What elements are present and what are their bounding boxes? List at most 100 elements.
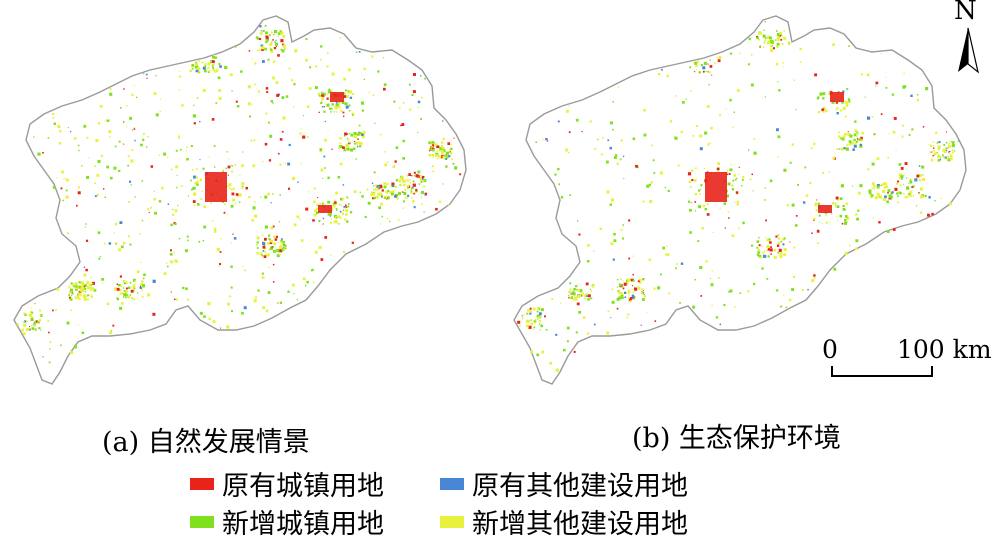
landuse-patch — [890, 195, 893, 199]
landuse-patch — [186, 235, 189, 238]
landuse-patch — [811, 279, 815, 283]
landuse-patch — [83, 273, 87, 277]
landuse-patch — [105, 119, 107, 122]
landuse-patch — [119, 306, 123, 310]
landuse-patch — [218, 63, 221, 65]
landuse-patch — [825, 214, 828, 217]
landuse-patch — [159, 110, 161, 113]
landuse-patch — [170, 260, 174, 264]
landuse-patch — [834, 206, 836, 208]
landuse-patch — [354, 143, 356, 145]
landuse-patch — [81, 331, 85, 334]
landuse-patch — [78, 149, 80, 152]
landuse-patch — [623, 178, 625, 180]
landuse-patch — [142, 284, 145, 287]
landuse-patch — [346, 197, 349, 200]
landuse-patch — [214, 166, 216, 168]
landuse-patch — [319, 202, 322, 205]
landuse-patch — [235, 193, 239, 196]
landuse-patch — [807, 288, 809, 291]
landuse-patch — [948, 151, 950, 153]
landuse-patch — [327, 176, 330, 179]
landuse-patch — [321, 178, 323, 179]
landuse-patch — [612, 258, 615, 261]
landuse-patch — [266, 253, 270, 257]
landuse-patch — [773, 40, 775, 42]
landuse-patch — [84, 295, 88, 298]
landuse-patch — [211, 220, 214, 222]
landuse-patch — [226, 325, 230, 329]
landuse-patch — [204, 63, 207, 66]
landuse-patch — [123, 290, 126, 292]
landuse-patch — [278, 221, 281, 223]
landuse-patch — [42, 356, 44, 358]
landuse-patch — [256, 252, 259, 255]
landuse-patch — [602, 137, 604, 139]
landuse-patch — [905, 195, 908, 198]
landuse-patch — [338, 223, 340, 225]
landuse-patch — [899, 191, 902, 195]
landuse-patch — [261, 46, 265, 50]
landuse-patch — [90, 286, 93, 290]
landuse-patch — [448, 149, 451, 152]
landuse-patch — [438, 146, 440, 148]
landuse-patch — [207, 71, 210, 73]
landuse-patch — [554, 173, 557, 176]
landuse-patch — [847, 132, 851, 136]
landuse-patch — [384, 151, 386, 153]
landuse-patch — [379, 186, 382, 189]
landuse-patch — [40, 314, 43, 317]
landuse-patch — [103, 242, 106, 245]
landuse-patch — [133, 289, 136, 292]
landuse-patch — [85, 268, 88, 272]
landuse-patch — [710, 126, 713, 130]
landuse-patch — [86, 175, 90, 179]
landuse-patch — [611, 300, 615, 304]
landuse-patch — [275, 39, 277, 41]
landuse-patch — [73, 137, 77, 140]
landuse-patch — [831, 213, 833, 215]
landuse-patch — [918, 173, 922, 177]
landuse-patch — [842, 135, 846, 139]
landuse-patch — [260, 44, 264, 48]
landuse-patch — [302, 135, 306, 139]
landuse-patch — [275, 81, 279, 84]
landuse-patch — [281, 243, 284, 246]
landuse-patch — [615, 154, 618, 157]
landuse-patch — [39, 314, 41, 317]
landuse-patch — [305, 207, 309, 211]
landuse-patch — [49, 348, 51, 350]
landuse-patch — [329, 221, 332, 224]
landuse-patch — [232, 198, 235, 202]
landuse-patch — [396, 197, 399, 200]
landuse-patch — [576, 302, 580, 306]
landuse-patch — [380, 202, 383, 206]
scale-start-label: 0 — [822, 335, 838, 364]
landuse-patch — [875, 50, 877, 52]
landuse-patch — [882, 189, 886, 194]
landuse-patch — [856, 138, 859, 140]
landuse-patch — [432, 165, 434, 168]
landuse-patch — [632, 296, 635, 299]
landuse-patch — [431, 147, 433, 149]
map-b — [513, 15, 967, 385]
landuse-patch — [343, 92, 346, 95]
landuse-patch — [402, 139, 405, 143]
landuse-patch — [345, 105, 349, 109]
landuse-patch — [611, 198, 615, 202]
landuse-patch — [398, 178, 400, 180]
landuse-patch — [694, 210, 697, 212]
landuse-patch — [332, 204, 336, 208]
landuse-patch — [609, 146, 612, 150]
landuse-patch — [280, 244, 283, 247]
landuse-patch — [90, 289, 92, 292]
landuse-patch — [136, 96, 138, 99]
landuse-patch — [197, 203, 200, 206]
landuse-patch — [711, 304, 713, 307]
landuse-patch — [30, 317, 34, 321]
landuse-patch — [945, 141, 948, 144]
landuse-patch — [726, 174, 728, 176]
landuse-patch — [337, 176, 341, 179]
landuse-patch — [218, 96, 222, 100]
landuse-patch — [581, 295, 583, 297]
